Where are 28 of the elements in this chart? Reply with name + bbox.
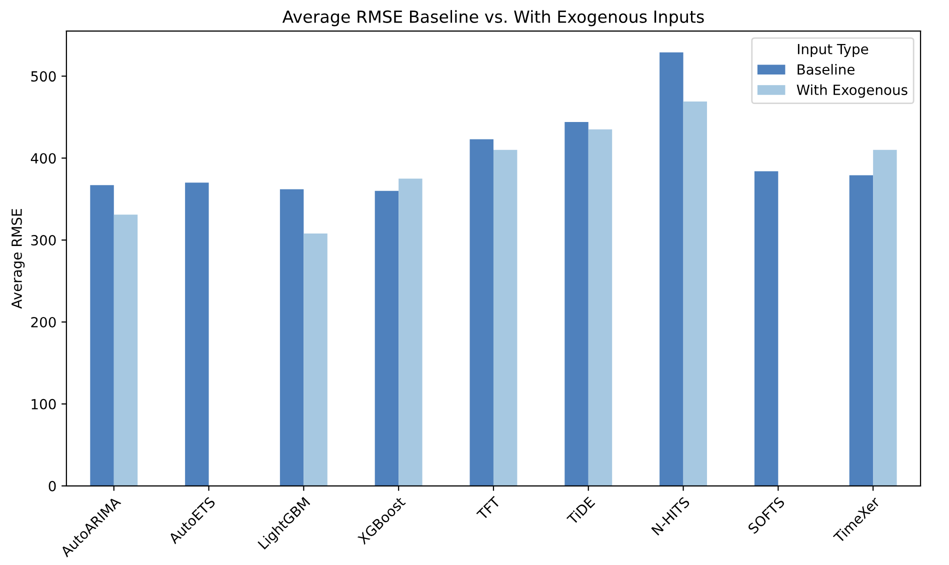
legend-title: Input Type — [798, 44, 868, 58]
y-tick-label: 100 — [32, 398, 56, 410]
bar — [114, 214, 138, 486]
legend-label: Baseline — [798, 64, 854, 75]
bar — [564, 122, 588, 486]
y-tick-label: 200 — [31, 316, 56, 328]
bar — [849, 175, 874, 486]
bar — [873, 150, 897, 486]
bar — [398, 178, 422, 486]
bar — [683, 102, 708, 486]
bar — [185, 182, 209, 486]
bar — [304, 233, 328, 486]
bar — [374, 190, 399, 486]
x-tick-label: TFT — [476, 496, 501, 521]
y-tick-label: 300 — [31, 235, 56, 246]
bar — [90, 185, 114, 486]
chart-title: Average RMSE Baseline vs. With Exogenous Inputs — [282, 10, 704, 26]
bar — [470, 139, 494, 486]
y-tick-label: 400 — [30, 153, 56, 164]
y-tick-label: 500 — [31, 71, 56, 82]
bar — [280, 189, 304, 486]
legend-label: With Exogenous — [796, 84, 908, 98]
bar — [754, 171, 778, 486]
bar — [493, 150, 518, 486]
bar — [660, 52, 684, 486]
y-tick-label: 0 — [48, 480, 56, 492]
y-axis-title: Average RMSE — [11, 209, 25, 309]
bar — [588, 129, 612, 486]
